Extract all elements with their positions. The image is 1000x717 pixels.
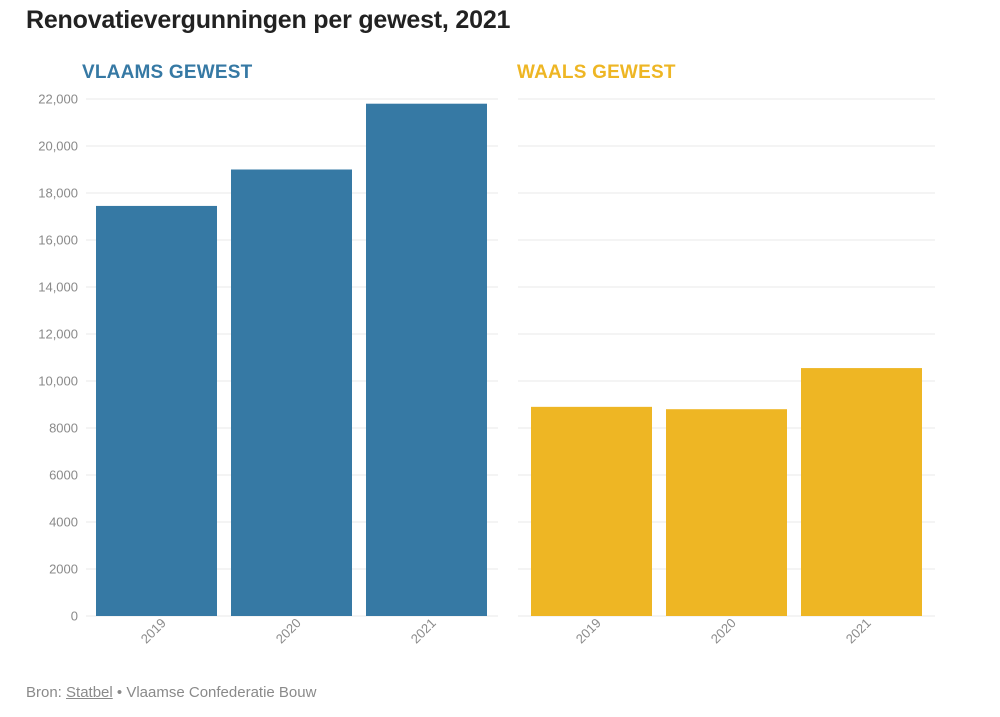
y-tick-label: 8000 [49,421,78,436]
source-note: Bron: Statbel • Vlaamse Confederatie Bou… [26,684,316,701]
x-tick-label: 2021 [408,615,439,646]
source-separator: • [116,684,123,701]
y-tick-label: 22,000 [38,92,78,107]
source-link-statbel[interactable]: Statbel [66,684,113,701]
y-tick-label: 0 [71,609,78,624]
x-tick-label: 2019 [573,615,604,646]
y-tick-label: 18,000 [38,186,78,201]
y-tick-label: 4000 [49,515,78,530]
x-tick-label: 2020 [708,615,739,646]
y-tick-label: 20,000 [38,139,78,154]
bar-2021 [801,368,922,616]
bar-2020 [231,169,352,616]
chart-title: Renovatievergunningen per gewest, 2021 [26,6,511,34]
panel-title-vlaams: VLAAMS GEWEST [82,62,253,83]
x-tick-label: 2019 [138,615,169,646]
x-tick-label: 2020 [273,615,304,646]
y-tick-label: 10,000 [38,374,78,389]
y-tick-label: 12,000 [38,327,78,342]
y-tick-label: 2000 [49,562,78,577]
bar-2020 [666,409,787,616]
bar-2019 [531,406,652,616]
panel-waals: 2019 2020 2021 [518,98,935,646]
x-tick-label: 2021 [843,615,874,646]
panel-vlaams: 0 2000 4000 6000 8000 10,000 12,000 14,000 16,00… [38,92,498,646]
panel-title-waals: WAALS GEWEST [517,62,676,83]
y-tick-label: 14,000 [38,280,78,295]
bar-2021 [366,103,487,616]
y-tick-label: 6000 [49,468,78,483]
source-rest: Vlaamse Confederatie Bouw [126,684,317,701]
bar-2019 [96,205,217,617]
y-tick-label: 16,000 [38,233,78,248]
source-prefix: Bron: [26,684,62,701]
